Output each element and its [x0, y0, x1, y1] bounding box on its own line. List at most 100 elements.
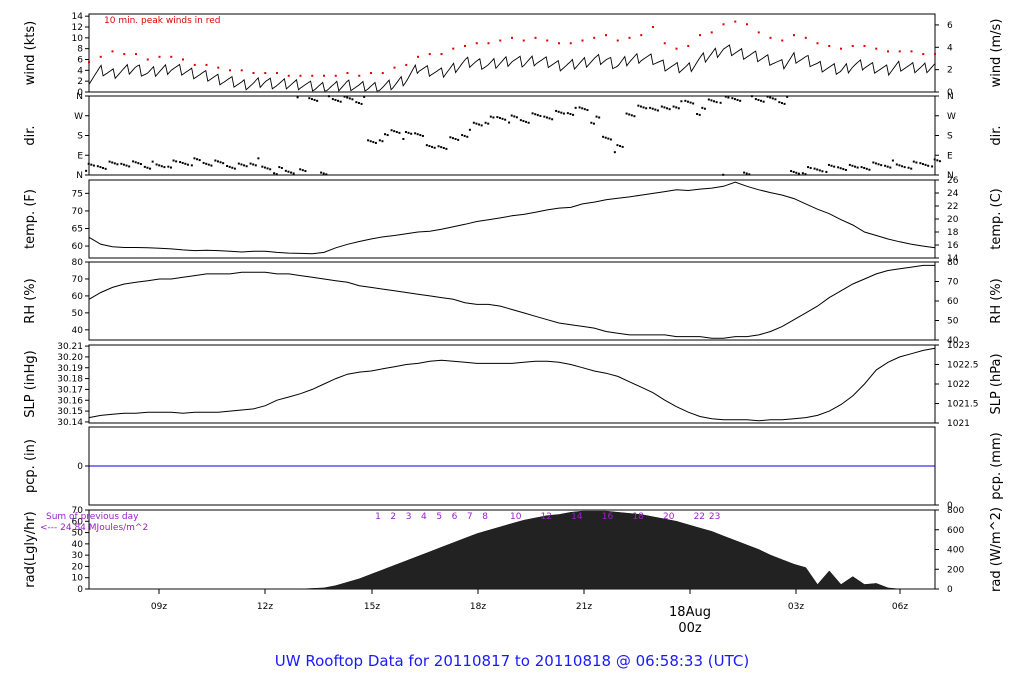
direction-point	[927, 164, 930, 167]
direction-point	[801, 172, 804, 175]
radiation-area	[89, 510, 935, 590]
peak-wind-point	[170, 55, 173, 58]
direction-point	[231, 166, 234, 169]
direction-point	[833, 165, 836, 168]
right-tick-label: 14	[947, 254, 959, 264]
direction-point	[686, 100, 689, 103]
direction-point	[891, 159, 894, 162]
direction-point	[245, 165, 248, 168]
peak-wind-point	[640, 34, 643, 37]
direction-point	[475, 122, 478, 125]
direction-point	[132, 160, 135, 163]
peak-wind-point	[428, 53, 431, 56]
direction-point	[595, 115, 598, 118]
direction-point	[120, 162, 123, 165]
peak-wind-point	[393, 66, 396, 69]
right-tick-label: 26	[947, 176, 959, 186]
peak-wind-point	[135, 53, 137, 56]
left-tick-label: 50	[72, 529, 84, 539]
direction-point	[155, 163, 158, 166]
direction-point	[216, 160, 219, 163]
direction-point	[809, 166, 812, 169]
direction-point	[907, 166, 910, 169]
right-tick-label: 1022	[947, 380, 970, 390]
direction-point	[898, 164, 901, 167]
direction-point	[134, 161, 137, 164]
direction-point	[750, 95, 753, 98]
direction-point	[684, 99, 687, 102]
hour-label: 20	[663, 512, 675, 522]
direction-point	[672, 105, 675, 108]
peak-wind-point	[769, 36, 772, 39]
direction-point	[472, 121, 475, 124]
direction-point	[666, 107, 669, 110]
direction-point	[113, 162, 116, 165]
direction-point	[90, 163, 93, 166]
left-tick-label: 40	[72, 326, 84, 336]
peak-wind-point	[229, 69, 231, 72]
peak-wind-point	[804, 36, 807, 39]
right-tick-label: 1021.5	[947, 400, 979, 410]
right-tick-label: W	[947, 112, 956, 122]
left-tick-label: 60	[72, 517, 84, 527]
direction-point	[325, 173, 328, 176]
direction-point	[266, 167, 269, 170]
peak-wind-point	[346, 72, 349, 75]
direction-point	[807, 166, 810, 169]
direction-point	[151, 160, 154, 163]
hour-label: 3	[406, 512, 412, 522]
direction-point	[569, 112, 572, 115]
direction-point	[645, 107, 648, 110]
hour-label: 6	[452, 512, 458, 522]
peak-wind-point	[417, 55, 419, 58]
direction-point	[754, 98, 757, 101]
panel-frame	[88, 13, 936, 93]
peak-wind-point	[452, 47, 455, 50]
peak-wind-point	[182, 58, 184, 61]
peak-wind-point	[605, 34, 607, 37]
direction-point	[630, 114, 633, 117]
left-tick-label: 20	[72, 562, 84, 572]
direction-point	[783, 102, 786, 105]
direction-point	[936, 159, 939, 162]
direction-point	[290, 171, 293, 174]
direction-point	[407, 131, 410, 134]
direction-point	[222, 162, 225, 165]
peak-wind-point	[840, 47, 842, 50]
direction-point	[104, 167, 107, 170]
direction-point	[837, 166, 840, 169]
direction-point	[393, 130, 396, 133]
direction-point	[263, 166, 266, 169]
direction-point	[122, 163, 125, 166]
left-tick-label: 12	[72, 23, 83, 33]
direction-point	[137, 162, 140, 165]
y-axis-label-right: rad (W/m^2)	[989, 507, 1004, 592]
direction-point	[372, 141, 375, 144]
direction-point	[466, 135, 469, 138]
hour-label: 10	[510, 512, 522, 522]
direction-point	[543, 115, 546, 118]
right-tick-label: 0	[947, 88, 953, 98]
peak-wind-point	[252, 72, 255, 75]
direction-point	[724, 95, 727, 98]
peak-wind-point	[499, 39, 502, 42]
direction-point	[243, 164, 246, 167]
peak-wind-point	[358, 74, 361, 77]
left-tick-label: 2	[77, 77, 83, 87]
direction-point	[348, 97, 351, 100]
direction-point	[572, 113, 575, 116]
direction-point	[933, 158, 936, 161]
y-axis-label: dir.	[23, 125, 38, 145]
hour-label: 18	[632, 512, 644, 522]
direction-point	[346, 96, 349, 99]
direction-point	[762, 100, 765, 103]
right-tick-label: 0	[947, 585, 953, 595]
right-tick-label: 80	[947, 258, 959, 268]
direction-point	[425, 144, 428, 147]
peak-wind-point	[193, 63, 196, 66]
peak-wind-point	[663, 42, 666, 45]
direction-point	[821, 170, 824, 173]
panel-3: 60 65 70 75 14 16 18 20 22 24 26 temp. (F) temp. (C)	[23, 176, 1004, 264]
